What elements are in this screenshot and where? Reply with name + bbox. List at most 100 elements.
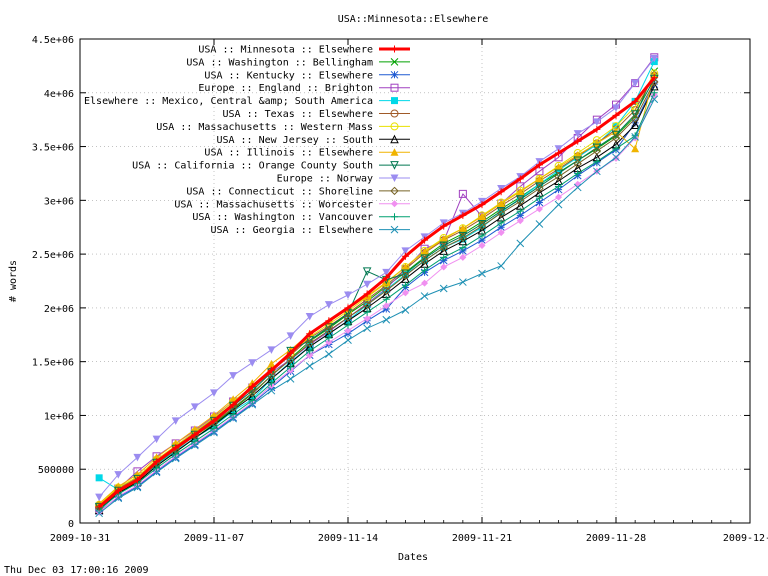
data-point [612,145,620,153]
series-line [98,92,655,511]
data-point [152,468,161,477]
data-point [477,221,487,231]
series-usa-georgia-elsewhere [95,95,659,518]
data-point [630,120,640,130]
data-point [363,324,371,333]
data-point [248,400,257,409]
data-point [229,414,237,423]
data-point [401,281,409,289]
plot-border [79,38,751,524]
data-point [305,339,314,348]
data-point [153,464,161,472]
legend-marker [390,148,399,156]
data-point [497,262,505,270]
data-point [478,236,486,244]
data-point [267,359,276,368]
data-point [478,232,486,240]
data-point [459,211,467,219]
data-point [631,97,639,105]
data-point [573,183,582,192]
data-point [95,503,103,511]
data-point [287,349,295,357]
data-point [497,223,505,232]
data-point [267,386,276,395]
data-point [612,153,620,162]
data-point [555,149,563,157]
data-point [382,278,391,286]
data-point [172,450,180,458]
legend-marker [391,200,398,208]
x-tick-label: 2009-11-14 [318,533,378,544]
data-point [516,175,524,183]
series-lines [94,53,659,518]
legend-label: USA :: Massachusetts :: Worcester [174,199,373,210]
data-point [401,271,410,280]
data-point [305,312,314,321]
legend-label: USA :: Connecticut :: Shoreline [186,186,373,197]
data-point [592,118,601,126]
data-point [516,217,524,225]
data-point [191,437,199,445]
data-point [267,346,276,354]
y-tick-label: 2.5e+06 [32,250,74,261]
data-point [593,167,601,176]
data-point [650,95,659,104]
data-point [611,133,621,143]
data-point [286,332,295,340]
data-point [573,156,583,166]
data-point [631,133,639,141]
data-point [382,274,390,282]
data-point [630,114,640,123]
legend-label: Europe :: England :: Brighton [198,83,373,94]
legend-marker [390,161,399,170]
data-point [306,347,314,355]
data-point [344,336,352,345]
data-point [459,278,467,286]
data-point [325,338,333,346]
y-tick-label: 3e+06 [44,196,74,207]
data-point [554,169,563,179]
data-point [459,253,467,261]
data-point [458,233,468,243]
data-point [362,267,372,276]
data-point [344,321,352,329]
data-point [421,236,429,244]
data-point [593,158,601,166]
chart-title: USA::Minnesota::Elsewhere [338,14,489,25]
data-point [133,476,141,484]
data-point [401,289,409,297]
y-tick-label: 0 [68,519,74,530]
data-point [401,252,409,260]
data-point [401,263,410,271]
legend-label: USA :: Washington :: Bellingham [186,57,373,68]
x-tick-label: 2009-12-0 [723,533,768,544]
series-usa-washington-vancouver [95,89,658,514]
series-europe-norway [95,54,659,502]
data-point [535,194,543,202]
data-point [535,205,543,213]
data-point [363,290,371,298]
data-point [631,79,640,88]
data-point [382,295,390,303]
data-point [210,389,218,397]
data-point [496,209,506,218]
legend-label: Europe :: Norway [277,174,373,185]
data-point [343,313,353,322]
data-point [382,286,391,295]
data-point [95,474,103,482]
data-point [191,431,199,439]
series-line [98,94,655,513]
data-point [363,280,372,289]
legend-marker [390,70,399,79]
data-point [554,200,563,209]
data-point [535,184,544,193]
data-point [248,382,256,390]
data-point [650,54,659,63]
data-point [191,441,199,450]
y-tick-label: 3.5e+06 [32,143,74,154]
y-tick-label: 4.5e+06 [32,35,74,46]
legend-label: USA :: Georgia :: Elsewhere [210,225,373,236]
data-point [401,306,410,314]
data-point [114,487,122,495]
